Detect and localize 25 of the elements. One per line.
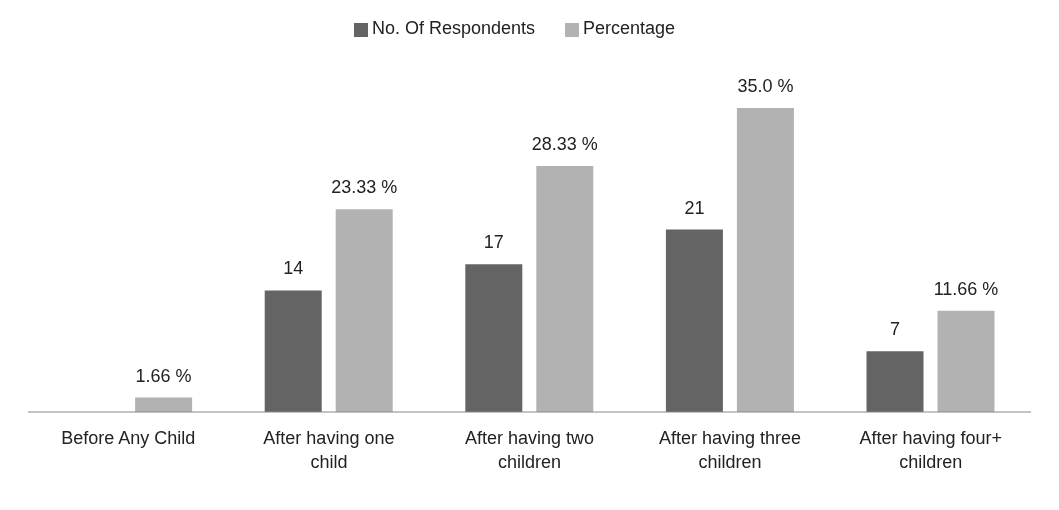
x-tick-label: After having one child: [263, 428, 395, 472]
data-label: 28.33 %: [531, 133, 598, 154]
data-label: 21: [684, 197, 705, 218]
x-tick-label: After having three children: [659, 428, 802, 472]
data-label: 14: [283, 258, 304, 279]
x-tick-label: Before Any Child: [61, 428, 196, 448]
data-label: 17: [483, 232, 504, 253]
data-label: 23.33 %: [331, 177, 398, 198]
legend-label: No. Of Respondents: [371, 18, 535, 38]
bar: [135, 397, 193, 412]
bar: [937, 310, 995, 412]
bar: [335, 209, 393, 412]
bar: [665, 229, 723, 412]
bar: [264, 290, 322, 412]
x-tick-label: After having two children: [464, 428, 595, 472]
data-label: 7: [890, 319, 901, 340]
data-label: 11.66 %: [933, 278, 999, 299]
x-tick-label: After having four+ children: [859, 428, 1002, 472]
bar: [866, 351, 924, 412]
bar: [736, 108, 794, 412]
legend-label: Percentage: [583, 18, 676, 38]
data-label: 35.0 %: [737, 76, 794, 96]
data-label: 1.66 %: [135, 365, 192, 386]
bar: [536, 165, 594, 412]
bar: [465, 264, 523, 412]
